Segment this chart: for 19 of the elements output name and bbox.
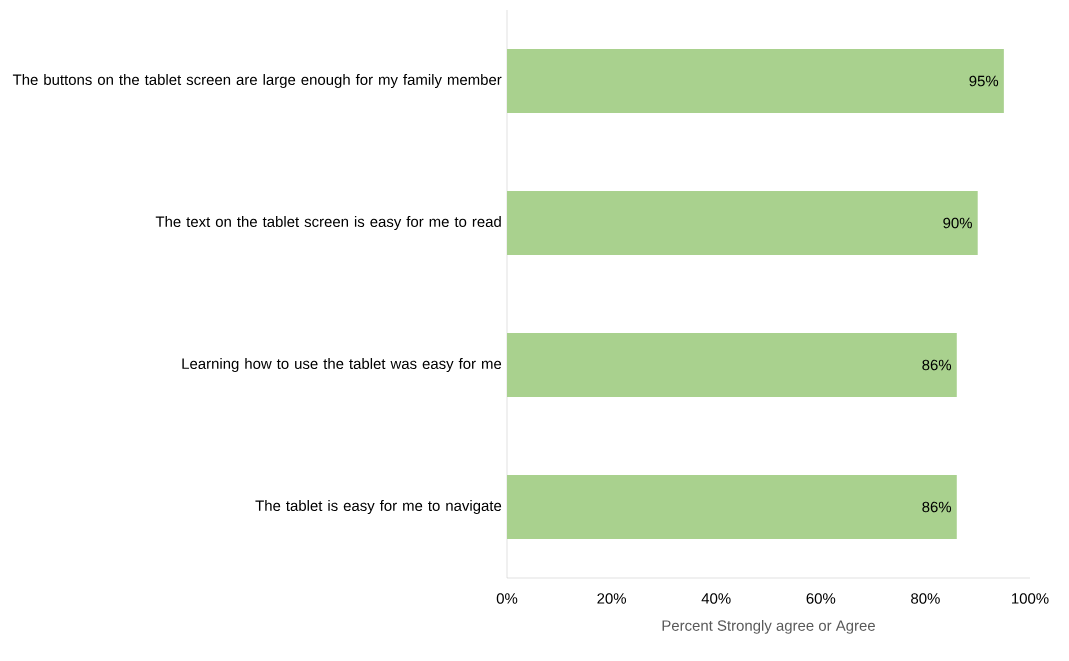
- bar: [507, 333, 957, 397]
- x-axis-title: Percent Strongly agree or Agree: [662, 619, 875, 634]
- data-label: 86%: [922, 501, 952, 513]
- y-tick-label: Learning how to use the tablet was easy for me: [182, 358, 502, 372]
- bar: [507, 475, 957, 539]
- y-tick-label: The text on the tablet screen is easy for me to read: [155, 216, 501, 230]
- data-label: 86%: [922, 359, 952, 371]
- x-tick-label: 80%: [911, 593, 940, 604]
- x-tick-label: 20%: [597, 593, 627, 604]
- x-tick-label: 60%: [806, 593, 836, 604]
- data-label: 95%: [969, 75, 999, 87]
- data-label: 90%: [943, 217, 972, 229]
- y-tick-label: The tablet is easy for me to navigate: [255, 500, 502, 514]
- bar: [507, 49, 1004, 113]
- x-tick-label: 100%: [1012, 593, 1049, 604]
- x-tick-label: 0%: [496, 593, 518, 604]
- bar: [507, 191, 978, 255]
- y-tick-label: The buttons on the tablet screen are large enough for my family member: [12, 74, 502, 88]
- x-tick-label: 40%: [701, 593, 731, 604]
